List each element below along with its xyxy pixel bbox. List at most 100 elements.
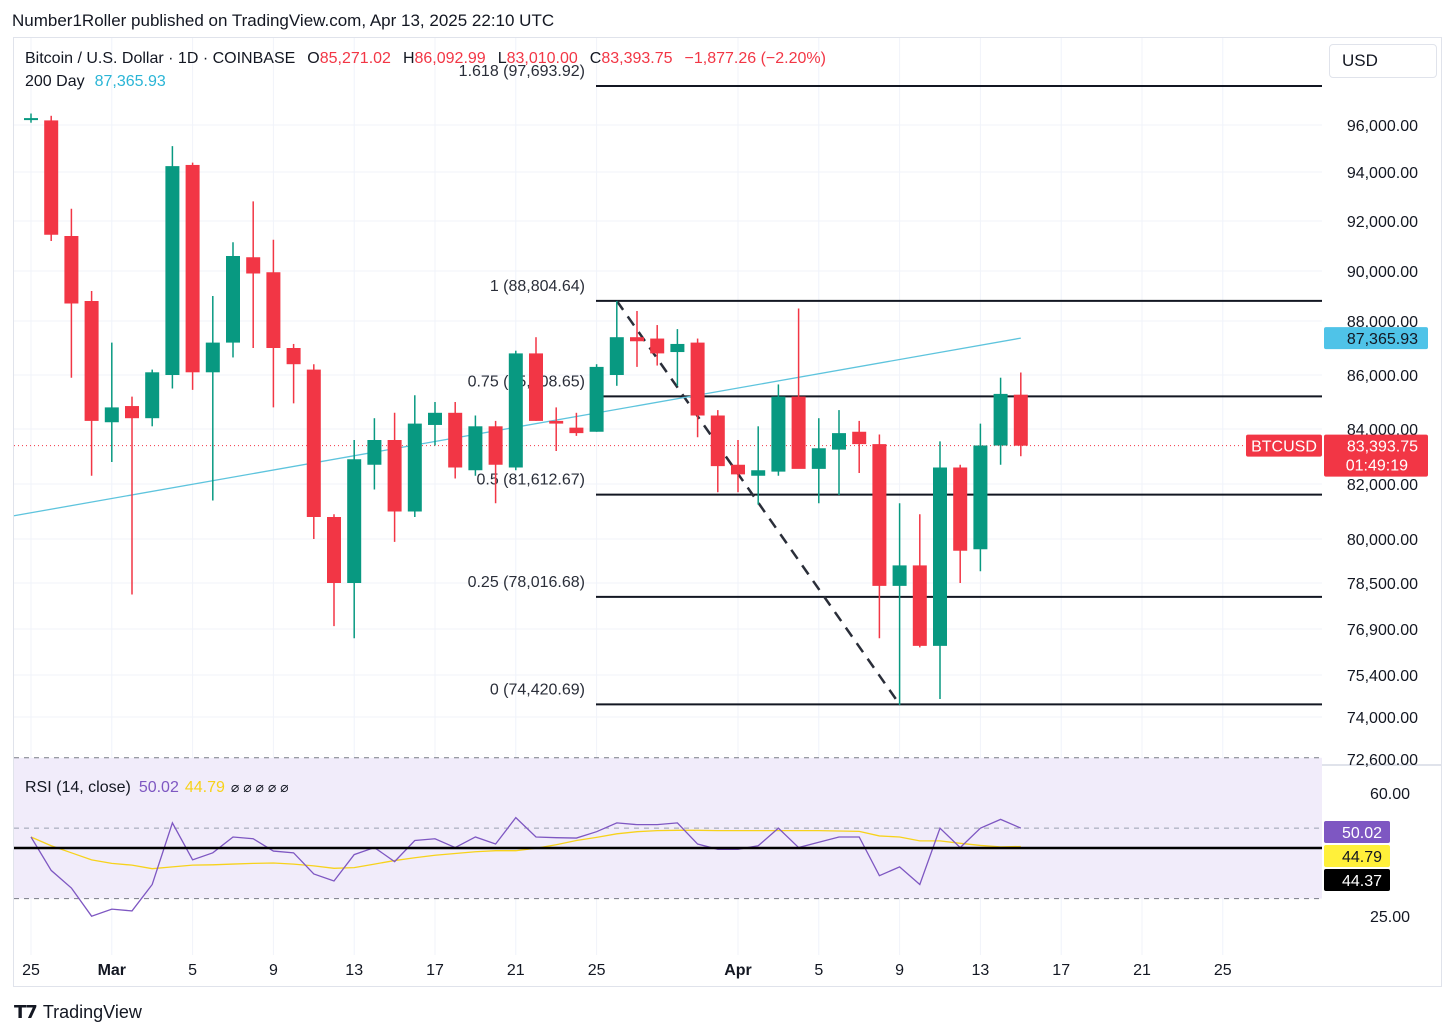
fib-level-label: 1 (88,804.64) — [490, 278, 585, 295]
price-tick-label: 92,000.00 — [1347, 214, 1418, 231]
candle-body-down — [912, 565, 927, 646]
high-value: 86,092.99 — [414, 50, 486, 67]
candle-body-up — [165, 166, 180, 375]
chart-frame — [13, 37, 1442, 987]
close-label: C — [589, 50, 602, 67]
candle-body-up — [367, 440, 382, 465]
candle-body-up — [832, 433, 846, 450]
candle-body-up — [993, 393, 1008, 446]
price-tick-label: 76,900.00 — [1347, 622, 1418, 639]
countdown-tag-text: 01:49:19 — [1346, 458, 1408, 475]
rsi-tick-label: 60.00 — [1370, 786, 1410, 803]
high-label: H — [402, 50, 415, 67]
candle-body-down — [569, 427, 584, 434]
time-tick-label: 9 — [269, 962, 278, 979]
hidden-value-icons: ⌀ ⌀ ⌀ ⌀ ⌀ — [230, 779, 289, 795]
fib-trend-line — [615, 300, 901, 706]
candle-body-up — [428, 412, 442, 425]
candle-body-down — [953, 467, 968, 551]
tradingview-logo[interactable]: 𝗧𝟳 TradingView — [14, 1002, 142, 1023]
candle-body-up — [468, 426, 483, 471]
symbol-title[interactable]: Bitcoin / U.S. Dollar · 1D · COINBASE — [25, 50, 296, 67]
candle-body-up — [145, 372, 160, 419]
fib-level-label: 0.25 (78,016.68) — [468, 574, 585, 591]
ma-legend[interactable]: 200 Day 87,365.93 — [25, 73, 166, 91]
price-tick-label: 86,000.00 — [1347, 368, 1418, 385]
open-label: O — [307, 50, 320, 67]
candle-body-down — [549, 420, 564, 424]
candle-body-up — [508, 353, 523, 468]
candle-body-up — [205, 342, 220, 373]
fib-level-label: 0.5 (81,612.67) — [476, 472, 585, 489]
candle-body-down — [448, 412, 463, 468]
time-tick-label: Apr — [724, 962, 752, 979]
candle-body-down — [731, 464, 745, 475]
rsi-tag — [1324, 845, 1390, 867]
time-tick-label: 25 — [1214, 962, 1232, 979]
candle-body-down — [650, 338, 665, 354]
candle-body-down — [327, 517, 341, 583]
change-value: −1,877.26 (−2.20%) — [684, 50, 826, 67]
low-label: L — [497, 50, 507, 67]
time-tick-label: 17 — [1052, 962, 1070, 979]
low-value: 83,010.00 — [506, 50, 578, 67]
price-tick-label: 82,000.00 — [1347, 477, 1418, 494]
rsi-legend[interactable]: RSI (14, close) 50.02 44.79 ⌀ ⌀ ⌀ ⌀ ⌀ — [25, 779, 289, 797]
price-tick-label: 80,000.00 — [1347, 532, 1418, 549]
candle-body-up — [892, 565, 907, 586]
price-tick-label: 96,000.00 — [1347, 118, 1418, 135]
time-tick-label: 25 — [22, 962, 40, 979]
fib-level-label: 1.618 (97,693.92) — [459, 63, 585, 80]
candle-body-up — [104, 407, 119, 423]
price-tick-label: 78,500.00 — [1347, 576, 1418, 593]
last-price-tag-text: 83,393.75 — [1347, 439, 1418, 456]
candle-body-up — [771, 396, 786, 472]
candle-body-up — [973, 445, 988, 550]
currency-selector[interactable]: USD — [1329, 44, 1437, 78]
ma-price-tag-text: 87,365.93 — [1347, 331, 1418, 348]
rsi-line — [30, 816, 1022, 917]
rsi-tag-text: 44.37 — [1342, 873, 1382, 890]
candle-body-up — [751, 470, 766, 476]
candle-body-down — [529, 353, 543, 421]
rsi-tag — [1324, 869, 1390, 891]
rsi-tag-text: 50.02 — [1342, 825, 1382, 842]
rsi-ma-value: 44.79 — [184, 779, 225, 796]
price-tick-label: 88,000.00 — [1347, 314, 1418, 331]
candle-body-down — [266, 272, 281, 348]
time-tick-label: 21 — [1133, 962, 1151, 979]
candle-body-down — [791, 396, 806, 469]
candle-body-down — [306, 369, 321, 517]
tradingview-brand: TradingView — [42, 1002, 142, 1022]
candle-body-down — [44, 120, 59, 235]
ma-price-tag — [1324, 327, 1428, 350]
candle-body-down — [872, 444, 887, 586]
candle-body-down — [690, 342, 705, 416]
candle-body-up — [24, 118, 38, 121]
price-tick-label: 94,000.00 — [1347, 165, 1418, 182]
candle-body-down — [185, 164, 200, 373]
rsi-ma-line — [30, 829, 1021, 870]
publisher-line: Number1Roller published on TradingView.c… — [12, 11, 555, 30]
price-tick-label: 90,000.00 — [1347, 264, 1418, 281]
candle-body-down — [630, 337, 644, 342]
time-tick-label: 13 — [972, 962, 990, 979]
candle-body-down — [64, 236, 79, 304]
candle-body-up — [609, 337, 624, 375]
time-tick-label: 5 — [814, 962, 823, 979]
candle-body-down — [286, 348, 301, 365]
time-tick-label: 13 — [345, 962, 363, 979]
rsi-value: 50.02 — [138, 779, 179, 796]
fib-level-label: 0.75 (85,208.65) — [468, 373, 585, 390]
ma-value: 87,365.93 — [94, 73, 166, 90]
candle-body-up — [407, 423, 422, 512]
candle-body-up — [589, 366, 604, 432]
candle-body-up — [811, 448, 826, 469]
candle-body-up — [347, 459, 362, 583]
time-tick-label: 21 — [507, 962, 525, 979]
candle-body-down — [1013, 394, 1028, 446]
rsi-tag — [1324, 821, 1390, 843]
time-tick-label: 25 — [588, 962, 606, 979]
rsi-tick-label: 25.00 — [1370, 909, 1410, 926]
